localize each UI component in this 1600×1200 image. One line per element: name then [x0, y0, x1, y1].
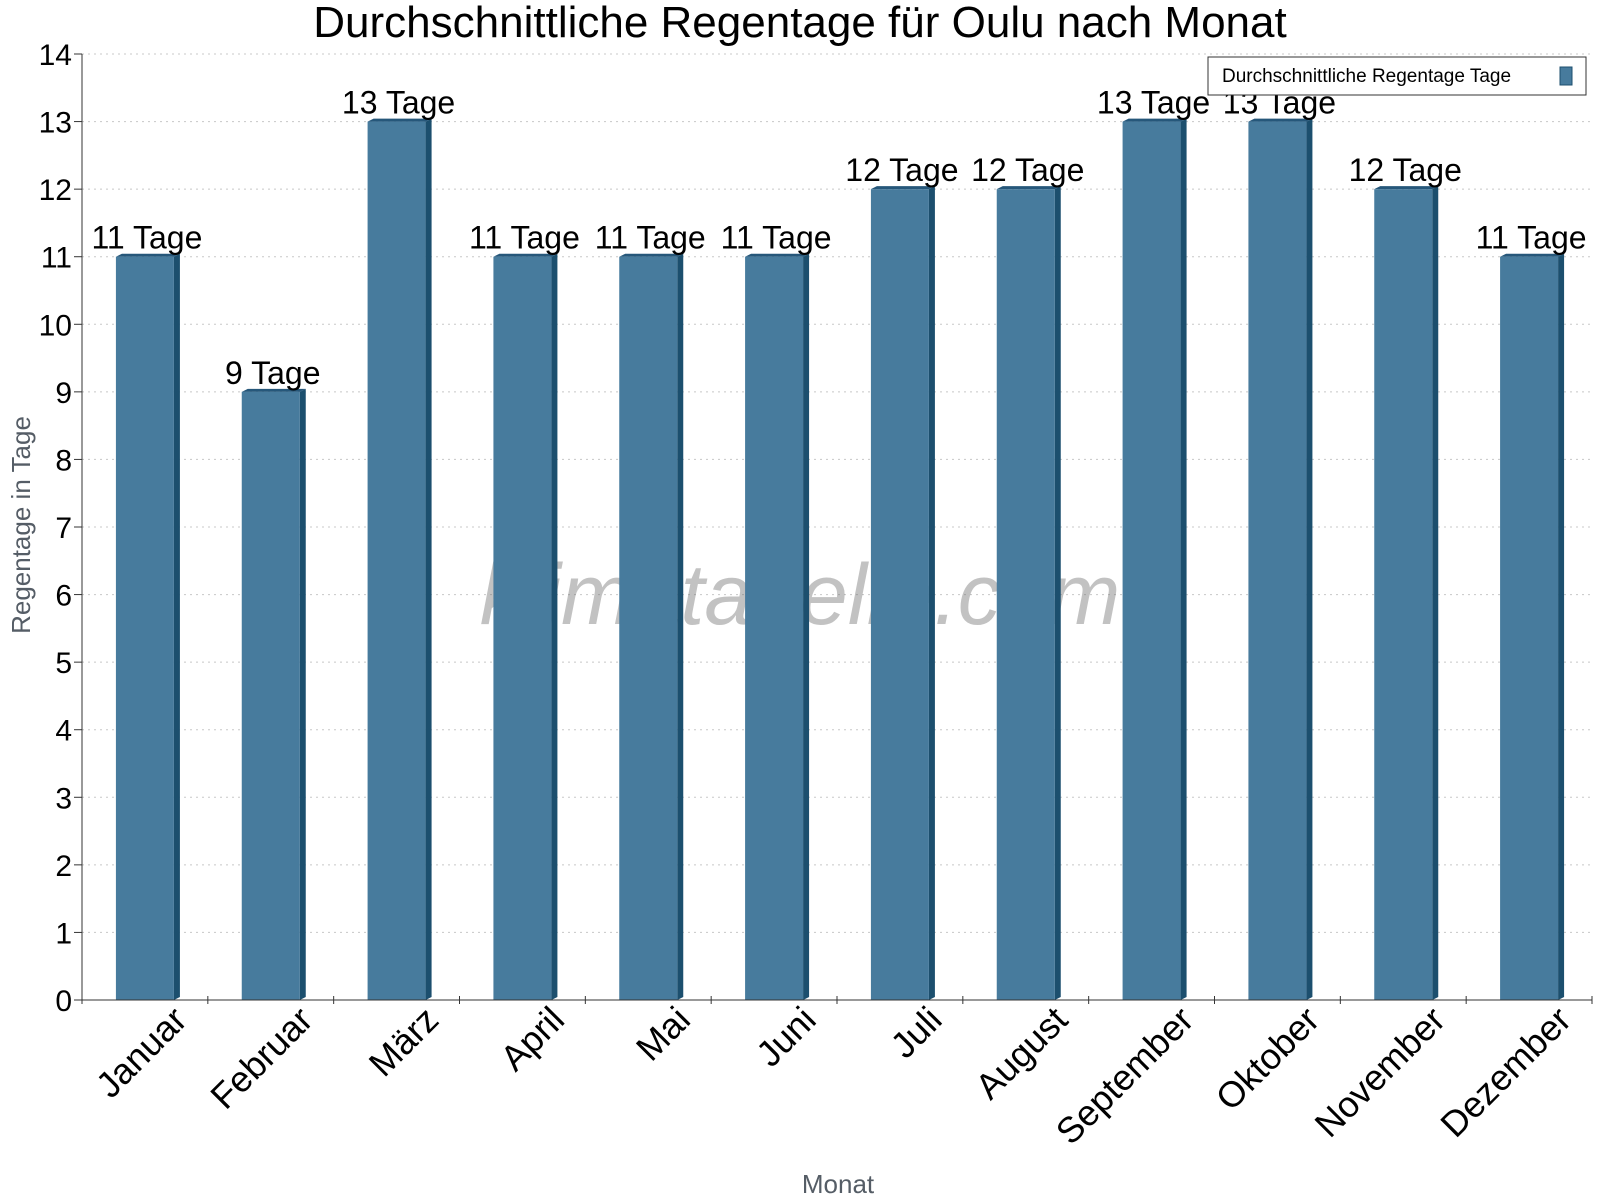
data-label: 11 Tage	[595, 220, 706, 256]
x-tick-label: Juni	[748, 999, 824, 1075]
y-tick-label: 5	[55, 647, 72, 680]
x-tick-label: März	[361, 999, 447, 1085]
data-label: 12 Tage	[845, 152, 958, 188]
x-tick-labels: Januar Februar März April Mai Juni Juli AugustS…	[88, 999, 1579, 1153]
x-tick-label: Januar	[88, 999, 195, 1106]
data-label: 13 Tage	[342, 85, 455, 121]
bar	[493, 256, 552, 1000]
bar-side	[425, 118, 432, 1001]
y-tick-label: 14	[39, 39, 72, 72]
bar	[115, 256, 174, 1000]
bar-top	[1500, 253, 1565, 257]
bar-top	[745, 253, 810, 257]
x-axis-label: Monat	[802, 1169, 875, 1199]
legend-label: Durchschnittliche Regentage Tage	[1222, 66, 1511, 87]
y-tick-label: 2	[55, 850, 72, 883]
axes	[74, 53, 1593, 1004]
legend: Durchschnittliche Regentage Tage	[1207, 56, 1587, 96]
legend-box	[1207, 56, 1587, 96]
y-tick-label: 1	[55, 917, 72, 950]
data-label: 11 Tage	[1476, 220, 1587, 256]
bar-top	[870, 186, 935, 190]
bar	[996, 189, 1055, 1001]
bar-side	[299, 388, 306, 1000]
bar	[1122, 121, 1181, 1001]
bar-top	[1374, 186, 1439, 190]
data-label: 11 Tage	[721, 220, 832, 256]
bars	[115, 118, 1565, 1001]
y-tick-label: 8	[55, 444, 72, 477]
y-tick-label: 12	[39, 174, 72, 207]
y-tick-label: 7	[55, 512, 72, 545]
bar-side	[1180, 118, 1187, 1001]
data-labels: 11 Tage 9 Tage 13 Tage 11 Tage 11 Tage 11 Tag…	[91, 85, 1586, 391]
data-label: 11 Tage	[469, 220, 580, 256]
bar-top	[1248, 118, 1313, 122]
bar	[1374, 189, 1433, 1001]
x-tick-label: Februar	[202, 999, 320, 1117]
bar-side	[1306, 118, 1313, 1001]
bar	[870, 189, 929, 1001]
legend-swatch	[1559, 66, 1573, 86]
data-label: 13 Tage	[1097, 85, 1210, 121]
bar	[241, 391, 300, 1000]
y-tick-label: 10	[39, 309, 72, 342]
x-tick-label: Juli	[882, 999, 949, 1066]
bar-top	[1122, 118, 1187, 122]
bar	[367, 121, 426, 1001]
bar	[1248, 121, 1307, 1001]
y-axis-label: Regentage in Tage	[6, 416, 36, 634]
x-tick-label: April	[492, 999, 572, 1079]
bar-top	[367, 118, 432, 122]
y-tick-label: 13	[39, 107, 72, 140]
bar-side	[928, 186, 935, 1001]
y-tick-label: 0	[55, 985, 72, 1018]
bar	[619, 256, 678, 1000]
data-label: 9 Tage	[225, 355, 321, 391]
bar-side	[1432, 186, 1439, 1001]
bar-top	[619, 253, 684, 257]
x-tick-label: August	[967, 999, 1075, 1107]
x-tick-label: Oktober	[1208, 999, 1328, 1119]
bar	[1500, 256, 1559, 1000]
bar-top	[996, 186, 1061, 190]
bar-top	[241, 388, 306, 392]
y-tick-label: 4	[55, 715, 72, 748]
bar-side	[677, 253, 684, 1000]
x-tick-label: September	[1048, 999, 1202, 1153]
x-tick-label: Mai	[628, 999, 698, 1069]
data-label: 12 Tage	[971, 152, 1084, 188]
bar-top	[115, 253, 180, 257]
data-label: 11 Tage	[91, 220, 202, 256]
bar-side	[173, 253, 180, 1000]
y-tick-label: 3	[55, 782, 72, 815]
bar-side	[1558, 253, 1565, 1000]
bar-top	[493, 253, 558, 257]
bar-side	[803, 253, 810, 1000]
chart-title: Durchschnittliche Regentage für Oulu nac…	[313, 0, 1286, 47]
y-tick-label: 6	[55, 580, 72, 613]
x-tick-label: Dezember	[1432, 999, 1578, 1145]
data-label: 12 Tage	[1349, 152, 1462, 188]
bar-side	[1054, 186, 1061, 1001]
y-tick-label: 11	[41, 242, 72, 275]
bar	[745, 256, 804, 1000]
x-tick-label: November	[1306, 999, 1452, 1145]
y-tick-label: 9	[55, 377, 72, 410]
bar-side	[551, 253, 558, 1000]
